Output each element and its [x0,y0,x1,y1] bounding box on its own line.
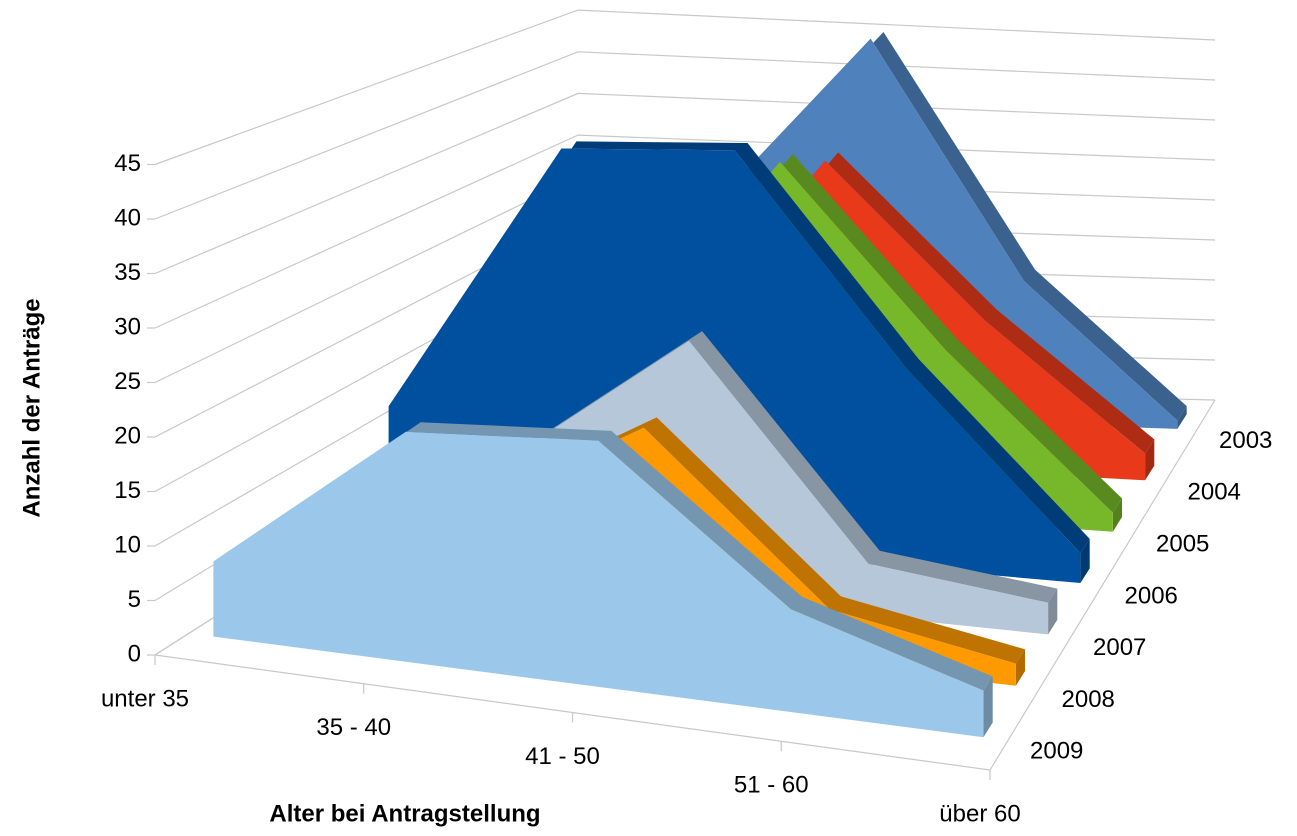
x-tick-label: 35 - 40 [316,714,391,741]
y-tick-label: 20 [114,422,141,449]
area-end [1145,439,1155,481]
y-tick-label: 45 [114,150,141,177]
series-label: 2008 [1062,686,1115,713]
x-tick-label: unter 35 [101,685,189,712]
y-tick-label: 40 [114,204,141,231]
y-tick-label: 10 [114,531,141,558]
grid-line [154,51,1216,220]
y-tick-label: 15 [114,477,141,504]
area-end [983,676,993,738]
area-end [1177,406,1187,429]
series-label: 2009 [1030,738,1083,765]
area-end [1080,538,1090,583]
area-end [1112,498,1122,532]
series-label: 2006 [1125,582,1178,609]
y-tick-label: 5 [128,586,141,613]
y-tick-label: 25 [114,368,141,395]
series-label: 2003 [1219,427,1272,454]
area-top [271,417,1025,664]
y-tick-label: 35 [114,259,141,286]
x-tick-label: über 60 [939,800,1020,827]
y-axis-title: Anzahl der Anträge [18,298,45,517]
area-end [1015,649,1025,686]
area [213,431,984,738]
area-end [1048,588,1058,635]
grid-line [154,92,1216,275]
y-tick-label: 0 [128,640,141,667]
series-label: 2005 [1156,531,1209,558]
series-label: 2007 [1093,634,1146,661]
x-tick-label: 51 - 60 [734,772,809,799]
y-tick-label: 30 [114,313,141,340]
series-label: 2004 [1188,479,1241,506]
grid-line [154,9,1216,166]
x-axis-title: Alter bei Antragstellung [269,800,540,827]
x-tick-label: 41 - 50 [525,743,600,770]
grid-line [154,134,1216,329]
